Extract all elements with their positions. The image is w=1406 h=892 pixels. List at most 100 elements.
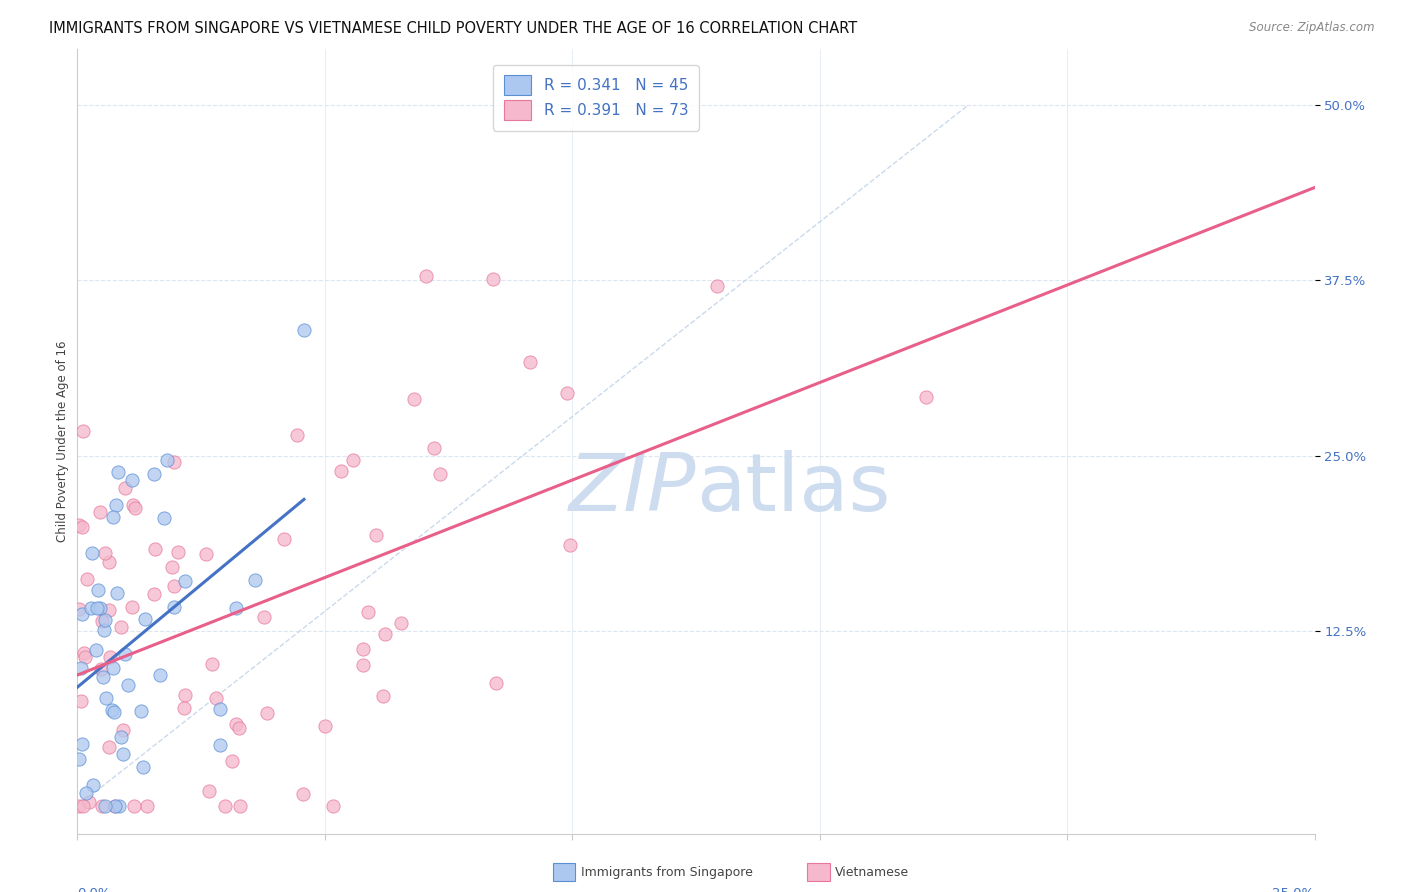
Point — [94, 613, 117, 627]
Point — [70, 660, 93, 674]
Point — [104, 498, 127, 512]
Point — [519, 355, 541, 369]
Point — [121, 600, 143, 615]
Point — [256, 706, 278, 720]
Point — [98, 649, 121, 664]
Point — [70, 607, 93, 621]
Point — [285, 428, 308, 442]
Point — [273, 532, 295, 546]
Point — [122, 799, 145, 814]
Point — [225, 600, 247, 615]
Point — [163, 579, 186, 593]
Point — [124, 500, 146, 515]
Text: 0.0%: 0.0% — [77, 888, 111, 892]
Point — [208, 702, 231, 716]
Point — [356, 605, 378, 619]
Point — [75, 649, 97, 664]
Point — [228, 721, 250, 735]
Point — [70, 737, 93, 751]
Point — [198, 784, 221, 798]
Point — [132, 760, 155, 774]
Point — [352, 658, 374, 673]
Point — [104, 799, 127, 814]
Point — [70, 694, 93, 708]
Point — [86, 601, 108, 615]
Text: atlas: atlas — [696, 450, 890, 528]
Point — [153, 511, 176, 525]
Point — [121, 473, 143, 487]
Point — [107, 465, 129, 479]
Point — [72, 799, 94, 814]
Point — [98, 555, 121, 569]
Point — [482, 272, 505, 286]
Point — [225, 716, 247, 731]
Text: IMMIGRANTS FROM SINGAPORE VS VIETNAMESE CHILD POVERTY UNDER THE AGE OF 16 CORREL: IMMIGRANTS FROM SINGAPORE VS VIETNAMESE … — [49, 21, 858, 36]
Text: 25.0%: 25.0% — [1272, 888, 1315, 892]
Point — [101, 661, 124, 675]
Point — [89, 601, 111, 615]
Point — [174, 574, 197, 588]
Point — [371, 689, 394, 703]
Point — [163, 599, 186, 614]
Point — [174, 688, 197, 702]
Point — [352, 642, 374, 657]
Point — [67, 799, 90, 814]
Point — [915, 390, 938, 404]
Point — [91, 670, 114, 684]
Point — [429, 467, 451, 481]
Point — [229, 799, 252, 814]
Point — [142, 586, 165, 600]
Point — [112, 747, 135, 762]
Point — [167, 545, 190, 559]
Point — [67, 602, 90, 616]
Point — [330, 464, 353, 478]
Point — [89, 505, 111, 519]
Point — [322, 799, 344, 814]
Point — [364, 528, 387, 542]
Point — [110, 731, 132, 745]
Point — [389, 615, 412, 630]
Point — [94, 690, 117, 705]
Point — [91, 614, 114, 628]
Point — [97, 602, 120, 616]
Text: ZIP: ZIP — [568, 450, 696, 528]
Point — [292, 324, 315, 338]
Point — [117, 678, 139, 692]
Point — [84, 642, 107, 657]
Point — [163, 455, 186, 469]
Point — [100, 702, 122, 716]
Point — [75, 786, 97, 800]
Point — [195, 547, 218, 561]
Point — [149, 668, 172, 682]
Point — [156, 452, 179, 467]
Point — [160, 559, 183, 574]
Point — [86, 583, 108, 598]
Point — [103, 705, 125, 719]
Point — [111, 723, 134, 737]
Point — [114, 648, 136, 662]
Point — [245, 573, 267, 587]
Point — [72, 425, 94, 439]
Point — [94, 799, 117, 814]
Point — [173, 700, 195, 714]
Point — [706, 278, 728, 293]
Point — [104, 799, 127, 814]
Point — [114, 481, 136, 495]
Point — [72, 646, 94, 660]
Point — [93, 623, 115, 637]
Point — [67, 518, 90, 533]
Point — [91, 799, 114, 814]
Point — [214, 799, 236, 814]
Text: Source: ZipAtlas.com: Source: ZipAtlas.com — [1250, 21, 1375, 34]
Point — [404, 392, 426, 406]
Point — [415, 269, 437, 284]
Point — [80, 600, 103, 615]
Point — [107, 799, 129, 814]
Point — [76, 573, 98, 587]
Point — [82, 778, 104, 792]
Text: Vietnamese: Vietnamese — [835, 866, 910, 879]
Point — [129, 704, 152, 718]
Point — [423, 442, 446, 456]
Point — [485, 676, 508, 690]
Point — [77, 795, 100, 809]
